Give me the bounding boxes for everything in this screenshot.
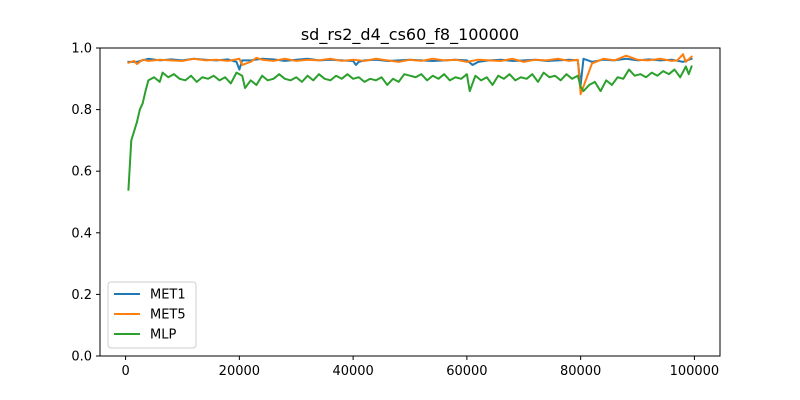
y-tick-label: 0.6 [71,165,92,180]
y-tick-label: 0.8 [71,103,92,118]
legend-box [107,281,197,349]
y-tick-label: 0.0 [71,350,92,365]
x-tick-label: 80000 [560,364,601,379]
x-tick-label: 40000 [332,364,373,379]
x-tick-label: 60000 [446,364,487,379]
y-tick-label: 0.2 [71,288,92,303]
chart-title: sd_rs2_d4_cs60_f8_100000 [301,25,519,45]
series-group [127,53,693,191]
axes-frame [99,47,721,357]
series-line-mlp [127,65,693,191]
legend-label-mlp: MLP [150,328,176,343]
x-tick-label: 20000 [219,364,260,379]
y-tick-label: 0.4 [71,226,92,241]
x-axis: 0 20000 40000 60000 80000 100000 [121,356,719,379]
plot-background [100,48,720,356]
plot-area [99,47,721,357]
y-axis: 0.0 0.2 0.4 0.6 0.8 1.0 [71,42,100,365]
x-tick-label: 100000 [670,364,720,379]
legend: MET1 MET5 MLP [107,281,197,349]
legend-label-met1: MET1 [150,288,186,303]
y-tick-label: 1.0 [71,42,92,57]
legend-label-met5: MET5 [150,308,186,323]
series-line-met5 [127,53,693,96]
x-tick-label: 0 [121,364,129,379]
